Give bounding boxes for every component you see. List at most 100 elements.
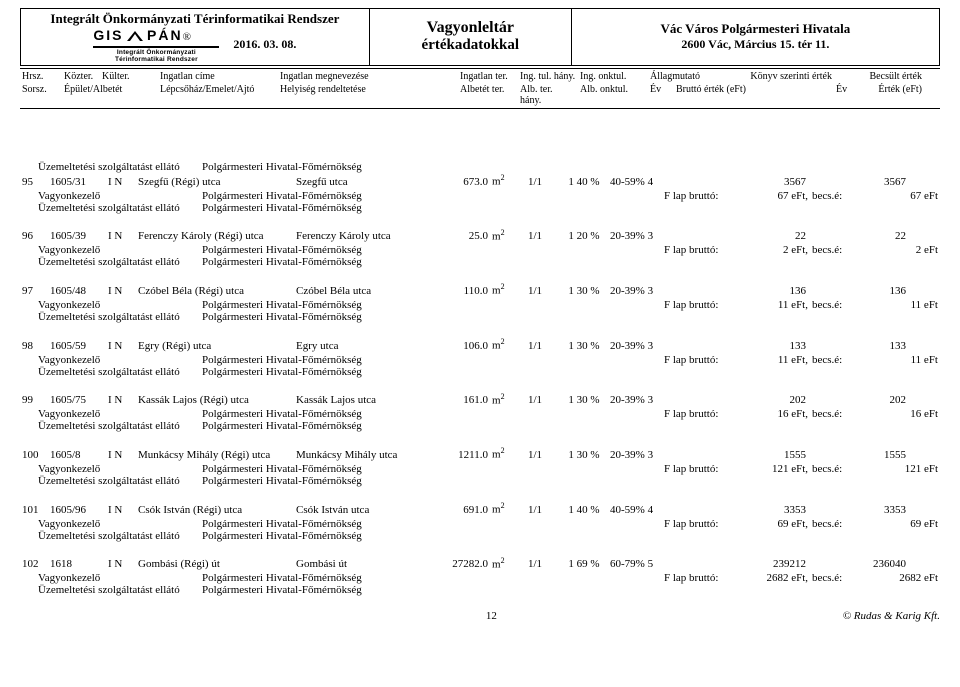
ch-konyv: Könyv szerinti érték — [744, 70, 834, 83]
rec-ter: 110.0 — [432, 285, 490, 297]
flap-label: F lap bruttó: — [662, 518, 730, 530]
rec-becsult: 22 — [808, 230, 908, 242]
ch-ev1: Év — [648, 83, 674, 107]
rec-m2: m2 — [490, 173, 510, 188]
record-bottom: Vagyonkezelő Polgármesteri Hivatal-Főmér… — [20, 244, 940, 256]
rec-hrsz: 1605/39 — [48, 230, 106, 242]
uzem-value: Polgármesteri Hivatal-Főmérnökség — [200, 256, 440, 268]
uzem-label: Üzemeltetési szolgáltatást ellátó — [20, 256, 200, 268]
page-footer: 12 © Rudas & Karig Kft. — [20, 610, 940, 622]
ch-albonktul: Alb. onktul. — [578, 83, 648, 107]
rec-hrsz: 1605/31 — [48, 176, 106, 188]
becs-value: 67 eFt — [860, 190, 940, 202]
header-date: 2016. 03. 08. — [233, 37, 296, 52]
rec-hrsz: 1605/8 — [48, 449, 106, 461]
vagyon-value: Polgármesteri Hivatal-Főmérnökség — [200, 244, 440, 256]
rec-becsult: 3353 — [808, 504, 908, 516]
vagyon-label: Vagyonkezelő — [20, 518, 200, 530]
rec-m2: m2 — [490, 556, 510, 571]
record-bottom2: Üzemeltetési szolgáltatást ellátó Polgár… — [20, 530, 940, 542]
rec-hrsz: 1605/48 — [48, 285, 106, 297]
ch-kulter: Külter. — [100, 70, 158, 83]
rec-cim: Szegfű (Régi) utca — [136, 176, 294, 188]
col-header-row-2: Sorsz. Épület/Albetét Lépcsőház/Emelet/A… — [20, 83, 940, 107]
rec-sorsz: 101 — [20, 504, 48, 516]
vagyon-value: Polgármesteri Hivatal-Főmérnökség — [200, 408, 440, 420]
rec-m2: m2 — [490, 446, 510, 461]
record-detail: 95 1605/31 I N Szegfű (Régi) utca Szegfű… — [20, 173, 940, 188]
rec-cim: Csók István (Régi) utca — [136, 504, 294, 516]
vagyon-value: Polgármesteri Hivatal-Főmérnökség — [200, 463, 440, 475]
rec-meg: Szegfű utca — [294, 176, 432, 188]
rec-tul: 1/1 — [510, 558, 560, 570]
rec-tul: 1/1 — [510, 394, 560, 406]
rec-sorsz: 100 — [20, 449, 48, 461]
becs-value: 11 eFt — [860, 299, 940, 311]
logo-shape-icon — [126, 30, 144, 45]
ch-albter: Albetét ter. — [458, 83, 518, 107]
logo-underline — [93, 46, 219, 48]
vagyon-label: Vagyonkezelő — [20, 572, 200, 584]
rec-tul: 1/1 — [510, 340, 560, 352]
record: 102 1618 I N Gombási (Régi) út Gombási ú… — [20, 556, 940, 597]
record-bottom: Vagyonkezelő Polgármesteri Hivatal-Főmér… — [20, 518, 940, 530]
flap-label: F lap bruttó: — [662, 463, 730, 475]
becs-value: 69 eFt — [860, 518, 940, 530]
flap-label: F lap bruttó: — [662, 354, 730, 366]
rec-tul: 1/1 — [510, 176, 560, 188]
ch-ev2: Év — [834, 83, 860, 107]
rec-meg: Kassák Lajos utca — [294, 394, 432, 406]
uzem-value: Polgármesteri Hivatal-Főmérnökség — [200, 530, 440, 542]
ch-ingter: Ingatlan ter. — [458, 70, 518, 83]
rec-sorsz: 102 — [20, 558, 48, 570]
ch-lepcso: Lépcsőház/Emelet/Ajtó — [158, 83, 278, 107]
uzem-label: Üzemeltetési szolgáltatást ellátó — [20, 311, 200, 323]
ch-kozter: Közter. — [62, 70, 100, 83]
mid-sub: értékadatokkal — [378, 37, 563, 54]
page-number: 12 — [140, 610, 843, 622]
uzem-label: Üzemeltetési szolgáltatást ellátó — [20, 584, 200, 596]
mid-title: Vagyonleltár — [378, 19, 563, 37]
rec-cim: Ferenczy Károly (Régi) utca — [136, 230, 294, 242]
becs-label: becs.é: — [810, 572, 860, 584]
becs-value: 2682 eFt — [860, 572, 940, 584]
flap-label: F lap bruttó: — [662, 190, 730, 202]
record-bottom2: Üzemeltetési szolgáltatást ellátó Polgár… — [20, 311, 940, 323]
flap-value: 121 eFt, — [730, 463, 810, 475]
record-bottom: Vagyonkezelő Polgármesteri Hivatal-Főmér… — [20, 408, 940, 420]
flap-value: 16 eFt, — [730, 408, 810, 420]
rec-cim: Czóbel Béla (Régi) utca — [136, 285, 294, 297]
flap-label: F lap bruttó: — [662, 299, 730, 311]
ch-allag: Állagmutató — [648, 70, 744, 83]
record-bottom2: Üzemeltetési szolgáltatást ellátó Polgár… — [20, 366, 940, 378]
ch-ertek: Érték (eFt) — [860, 83, 924, 107]
rec-hrsz: 1618 — [48, 558, 106, 570]
right-title: Vác Város Polgármesteri Hivatala — [580, 21, 931, 37]
ch-albhany: Alb. ter. hány. — [518, 83, 578, 107]
record-bottom: Vagyonkezelő Polgármesteri Hivatal-Főmér… — [20, 190, 940, 202]
rec-ter: 27282.0 — [432, 558, 490, 570]
rec-in: I N — [106, 394, 136, 406]
records-container: Üzemeltetési szolgáltatást ellátó Polgár… — [20, 161, 940, 596]
uzem-label: Üzemeltetési szolgáltatást ellátó — [20, 202, 200, 214]
rec-meg: Csók István utca — [294, 504, 432, 516]
logo-subtitle: Integrált Önkormányzati Térinformatikai … — [93, 49, 219, 63]
copyright: © Rudas & Karig Kft. — [843, 610, 940, 622]
record: 99 1605/75 I N Kassák Lajos (Régi) utca … — [20, 392, 940, 433]
ch-ingonktul: Ing. onktul. — [578, 70, 648, 83]
header-left: Integrált Önkormányzati Térinformatikai … — [21, 9, 370, 65]
rec-ter: 161.0 — [432, 394, 490, 406]
rec-meg: Egry utca — [294, 340, 432, 352]
record-bottom2: Üzemeltetési szolgáltatást ellátó Polgár… — [20, 202, 940, 214]
rec-m2: m2 — [490, 392, 510, 407]
rec-tul: 1/1 — [510, 230, 560, 242]
flap-value: 2682 eFt, — [730, 572, 810, 584]
rec-in: I N — [106, 558, 136, 570]
logo-block: GIS PÁN® Integrált Önkormányzati Térinfo… — [93, 27, 223, 63]
rec-meg: Ferenczy Károly utca — [294, 230, 432, 242]
vagyon-value: Polgármesteri Hivatal-Főmérnökség — [200, 299, 440, 311]
flap-value: 2 eFt, — [730, 244, 810, 256]
ch-sorsz: Sorsz. — [20, 83, 62, 107]
becs-label: becs.é: — [810, 299, 860, 311]
rec-cim: Kassák Lajos (Régi) utca — [136, 394, 294, 406]
